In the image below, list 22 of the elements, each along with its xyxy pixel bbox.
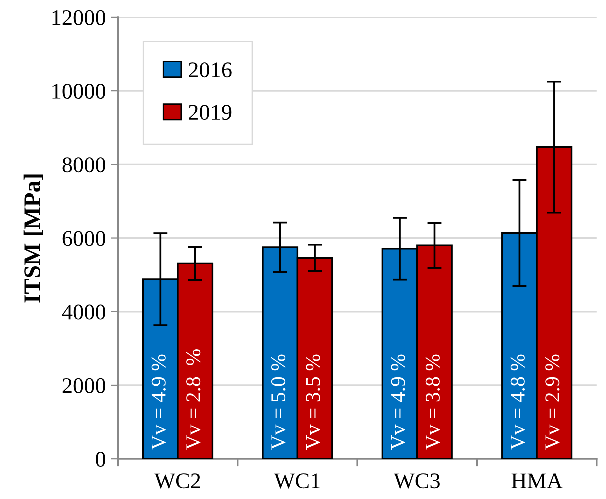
y-tick-label: 10000	[52, 84, 106, 99]
legend-label: 2019	[189, 105, 232, 120]
x-tick-label: WC3	[394, 474, 440, 489]
y-tick-label: 4000	[62, 304, 106, 320]
annotation: Vv = 2.8 %	[186, 350, 201, 450]
x-tick-label: HMA	[512, 474, 563, 488]
y-tick-label: 12000	[52, 10, 106, 26]
x-tick-label: WC2	[154, 474, 200, 489]
y-tick-label: 8000	[62, 158, 106, 173]
x-tick-label: WC1	[274, 474, 320, 489]
annotation: Vv = 5.0 %	[272, 354, 286, 450]
y-axis-title: ITSM [MPa]	[24, 174, 44, 303]
annotation: Vv = 3.8 %	[426, 354, 440, 450]
legend-label: 2016	[189, 62, 232, 78]
annotation: Vv = 3.5 %	[306, 354, 320, 450]
y-tick-label: 6000	[62, 231, 106, 246]
annotation: Vv = 4.8 %	[510, 354, 526, 450]
annotation: Vv = 4.9 %	[152, 354, 166, 450]
y-tick-label: 2000	[62, 378, 106, 394]
annotation: Vv = 4.9 %	[391, 354, 406, 450]
y-tick-label: 0	[96, 452, 106, 468]
annotation: Vv = 2.9 %	[546, 354, 560, 450]
